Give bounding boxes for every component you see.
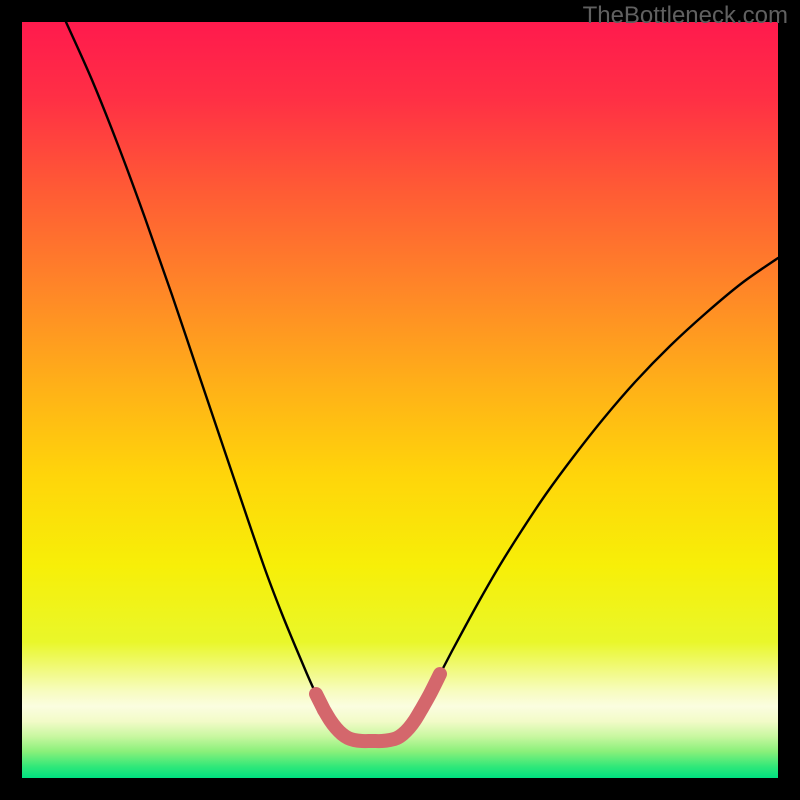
trough-highlight	[316, 674, 440, 741]
curve-layer	[0, 0, 800, 800]
watermark-text: TheBottleneck.com	[583, 2, 788, 30]
bottleneck-curve	[66, 22, 778, 741]
